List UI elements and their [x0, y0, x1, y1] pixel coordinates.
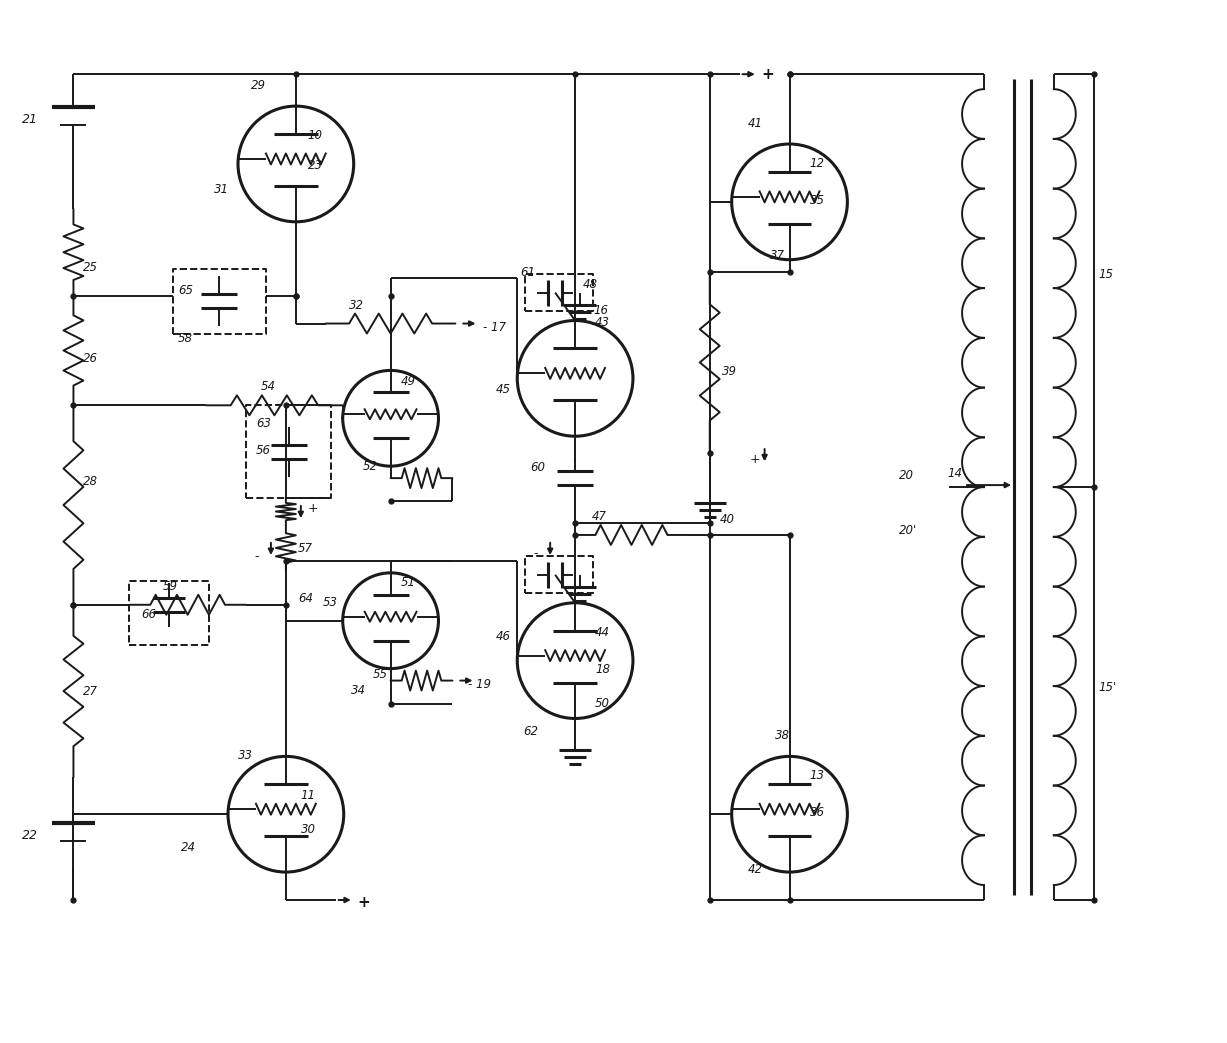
Text: 66: 66 — [141, 608, 156, 621]
Text: 43: 43 — [595, 316, 610, 329]
Text: 45: 45 — [496, 384, 510, 396]
Text: 59: 59 — [163, 580, 178, 592]
Text: 39: 39 — [721, 365, 736, 379]
Text: 10: 10 — [308, 129, 323, 142]
Text: 50: 50 — [595, 698, 610, 710]
Text: 64: 64 — [298, 591, 313, 605]
Text: 33: 33 — [238, 749, 253, 762]
Text: 20: 20 — [899, 469, 914, 482]
Text: 55: 55 — [373, 668, 388, 681]
Text: +: + — [358, 895, 371, 909]
Text: 60: 60 — [530, 461, 545, 475]
Text: 40: 40 — [720, 513, 735, 526]
Text: 51: 51 — [400, 576, 416, 589]
Text: 23: 23 — [308, 159, 323, 172]
Text: +: + — [308, 502, 319, 515]
Text: 63: 63 — [256, 417, 271, 431]
Text: 48: 48 — [583, 277, 598, 291]
Text: 58: 58 — [178, 333, 193, 345]
Text: 52: 52 — [363, 460, 378, 474]
Text: 36: 36 — [810, 806, 825, 819]
Text: 12: 12 — [810, 156, 825, 170]
Text: 31: 31 — [213, 183, 229, 196]
Text: 32: 32 — [348, 298, 363, 312]
Text: 49: 49 — [400, 375, 416, 388]
Text: 15: 15 — [1098, 268, 1114, 281]
Text: 14: 14 — [947, 467, 962, 480]
Text: - 19: - 19 — [469, 678, 491, 690]
Text: 27: 27 — [83, 684, 98, 698]
Text: 54: 54 — [261, 381, 276, 393]
Text: +: + — [762, 67, 774, 82]
Text: 18: 18 — [595, 662, 610, 676]
Text: +: + — [750, 453, 761, 466]
Text: 65: 65 — [178, 284, 193, 296]
Text: 53: 53 — [323, 596, 337, 609]
Text: 24: 24 — [182, 841, 196, 854]
Text: 42: 42 — [747, 863, 763, 876]
Text: 29: 29 — [252, 79, 266, 92]
Text: 46: 46 — [496, 630, 510, 642]
Text: 13: 13 — [810, 770, 825, 782]
Text: 25: 25 — [83, 261, 98, 273]
Text: 44: 44 — [595, 626, 610, 638]
Text: 56: 56 — [256, 444, 271, 457]
Text: 26: 26 — [83, 353, 98, 365]
Text: 28: 28 — [83, 476, 98, 488]
Text: - 17: - 17 — [483, 320, 507, 334]
Text: 38: 38 — [774, 729, 789, 743]
Text: 34: 34 — [351, 683, 366, 697]
Text: 62: 62 — [523, 726, 539, 738]
Text: 41: 41 — [747, 117, 763, 130]
Text: 37: 37 — [769, 248, 784, 262]
Text: 47: 47 — [593, 510, 607, 523]
Text: -: - — [254, 550, 259, 563]
Text: 30: 30 — [301, 823, 315, 836]
Text: 35: 35 — [810, 194, 825, 207]
Text: 21: 21 — [22, 113, 38, 126]
Text: 61: 61 — [520, 266, 535, 278]
Text: 20': 20' — [899, 524, 918, 537]
Text: -: - — [534, 547, 537, 560]
Text: 22: 22 — [22, 829, 38, 842]
Text: 15': 15' — [1098, 680, 1117, 694]
Text: 11: 11 — [301, 790, 315, 802]
Text: 57: 57 — [298, 542, 313, 555]
Text: 16: 16 — [593, 304, 609, 316]
